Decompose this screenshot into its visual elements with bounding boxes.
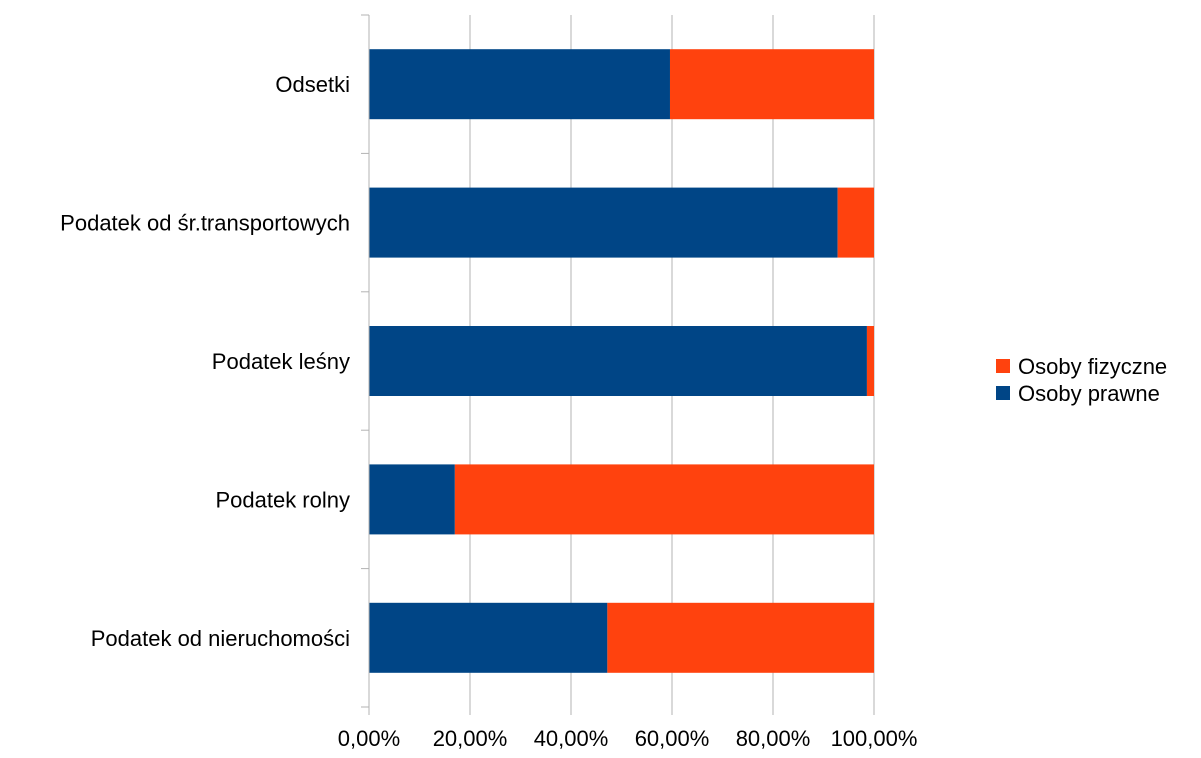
category-label: Podatek od nieruchomości bbox=[91, 626, 350, 651]
category-label: Podatek leśny bbox=[212, 349, 350, 374]
bar-segment-osoby-fizyczne bbox=[866, 326, 874, 396]
legend-label: Osoby fizyczne bbox=[1018, 354, 1167, 379]
x-tick-label: 80,00% bbox=[736, 726, 811, 751]
bar-segment-osoby-prawne bbox=[369, 602, 608, 673]
x-tick-label: 0,00% bbox=[338, 726, 400, 751]
category-label: Podatek od śr.transportowych bbox=[60, 211, 350, 236]
category-label: Podatek rolny bbox=[215, 487, 350, 512]
x-tick-label: 40,00% bbox=[534, 726, 609, 751]
bars bbox=[369, 49, 874, 673]
category-label: Odsetki bbox=[275, 72, 350, 97]
bar-segment-osoby-fizyczne bbox=[454, 464, 874, 535]
bar-segment-osoby-prawne bbox=[369, 326, 867, 396]
bar-segment-osoby-fizyczne bbox=[607, 602, 874, 673]
legend-swatch bbox=[996, 386, 1010, 400]
x-tick-label: 60,00% bbox=[635, 726, 710, 751]
bar-segment-osoby-prawne bbox=[369, 464, 455, 535]
x-tick-label: 100,00% bbox=[831, 726, 918, 751]
bar-segment-osoby-prawne bbox=[369, 49, 670, 120]
legend-swatch bbox=[996, 359, 1010, 373]
bar-segment-osoby-fizyczne bbox=[837, 187, 874, 258]
bar-segment-osoby-fizyczne bbox=[669, 49, 874, 120]
axes bbox=[361, 14, 875, 715]
labels: 0,00% 20,00% 40,00% 60,00% 80,00% 100,00% Odse… bbox=[60, 72, 917, 751]
x-tick-label: 20,00% bbox=[433, 726, 508, 751]
bar-segment-osoby-prawne bbox=[369, 187, 838, 258]
legend-label: Osoby prawne bbox=[1018, 381, 1160, 406]
